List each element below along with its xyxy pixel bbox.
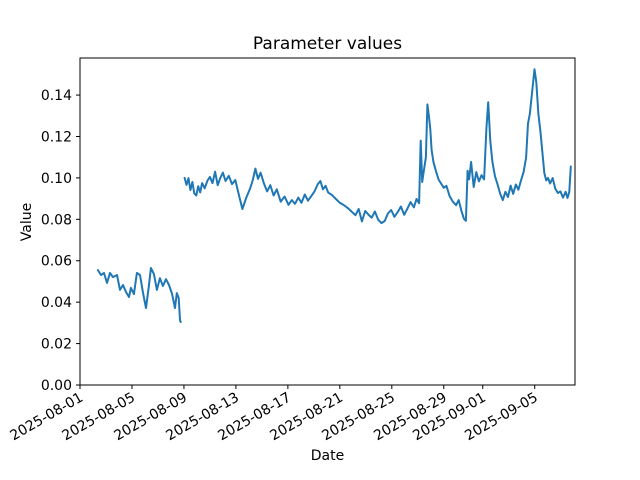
axes-spines [79, 57, 576, 386]
y-tick-label: 0.04 [41, 295, 72, 311]
chart-title: Parameter values [252, 34, 403, 54]
x-axis-label: Date [310, 448, 345, 464]
y-tick-label: 0.02 [41, 337, 72, 353]
y-tick-label: 0.12 [41, 129, 72, 145]
y-tick-label: 0.00 [41, 378, 72, 394]
series-line [96, 267, 182, 323]
y-tick-label: 0.08 [41, 212, 72, 228]
series-line [183, 68, 572, 225]
y-tick-label: 0.06 [41, 254, 72, 270]
y-tick-label: 0.14 [41, 88, 72, 104]
y-tick-label: 0.10 [41, 171, 72, 187]
